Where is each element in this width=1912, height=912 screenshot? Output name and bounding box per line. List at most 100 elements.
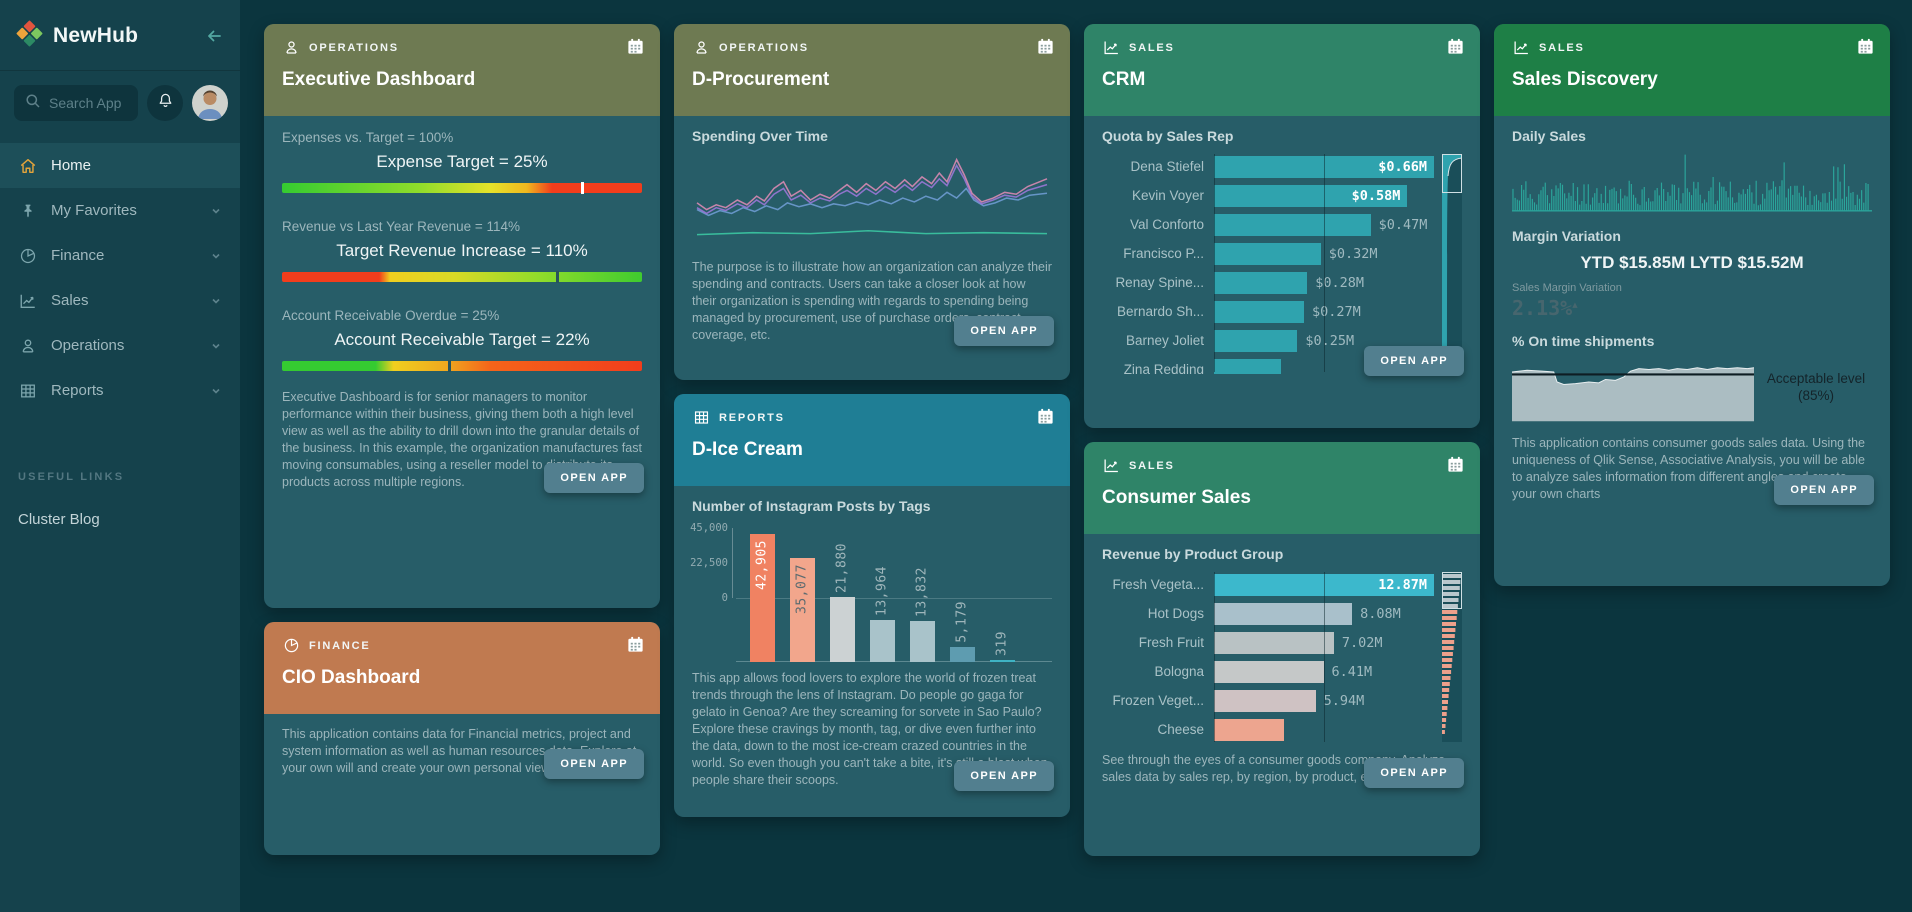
column-2: OPERATIONS D-Procurement Spending Over T… <box>674 24 1070 912</box>
chart-minimap-scrollbar[interactable] <box>1442 572 1462 744</box>
chevron-down-icon[interactable] <box>210 250 222 262</box>
newhub-logo-icon <box>16 20 43 52</box>
person-icon <box>18 337 37 355</box>
card-category: SALES <box>1129 459 1175 472</box>
card-sales-discovery[interactable]: SALES Sales Discovery Daily Sales Margin… <box>1494 24 1890 586</box>
card-title: CRM <box>1102 69 1146 90</box>
pie-chart-icon <box>18 247 37 265</box>
card-category: SALES <box>1129 41 1175 54</box>
shipments-label: % On time shipments <box>1512 333 1655 349</box>
card-body: This application contains data for Finan… <box>264 714 660 793</box>
calendar-icon[interactable] <box>1036 407 1055 431</box>
person-icon <box>692 39 710 56</box>
search-box[interactable] <box>14 85 138 121</box>
card-body: Daily Sales Margin Variation YTD $15.85M… <box>1494 116 1890 519</box>
card-header: REPORTS D-Ice Cream <box>674 394 1070 486</box>
daily-sales-path <box>1512 154 1869 211</box>
card-header: SALES CRM <box>1084 24 1480 116</box>
calendar-icon[interactable] <box>626 37 645 61</box>
open-app-button[interactable]: OPEN APP <box>954 316 1054 346</box>
chevron-down-icon[interactable] <box>210 205 222 217</box>
chart-title: Revenue by Product Group <box>1102 546 1284 562</box>
line-chart-icon <box>1512 39 1530 56</box>
bar-column: 42,905 <box>742 522 782 662</box>
card-title: CIO Dashboard <box>282 667 421 688</box>
shipments-area-chart: Acceptable level (85%) <box>1512 355 1872 429</box>
sidebar-nav: Home My Favorites Finance Sales Operatio… <box>0 143 240 413</box>
card-cio-dashboard[interactable]: FINANCE CIO Dashboard This application c… <box>264 622 660 855</box>
sidebar-item-finance[interactable]: Finance <box>0 233 240 278</box>
open-app-button[interactable]: OPEN APP <box>544 463 644 493</box>
logo-row: NewHub <box>0 0 240 70</box>
calendar-icon[interactable] <box>1446 455 1465 479</box>
shipments-area-svg <box>1512 367 1754 422</box>
open-app-button[interactable]: OPEN APP <box>1774 475 1874 505</box>
sidebar-item-home[interactable]: Home <box>0 143 240 188</box>
gauge-list: Expenses vs. Target = 100% Expense Targe… <box>282 130 642 372</box>
line-chart-icon <box>1102 457 1120 474</box>
bar-column: 35,077 <box>782 522 822 662</box>
bar-row: Francisco P... $0.32M <box>1102 239 1462 268</box>
card-crm[interactable]: SALES CRM Quota by Sales Rep Dena Stiefe… <box>1084 24 1480 428</box>
card-category: OPERATIONS <box>309 41 399 54</box>
column-4: SALES Sales Discovery Daily Sales Margin… <box>1494 24 1890 912</box>
chevron-down-icon[interactable] <box>210 295 222 307</box>
search-row <box>0 70 240 137</box>
daily-sales-sparkline <box>1512 154 1872 212</box>
revenue-bar-chart: Fresh Vegeta... 12.87M Hot Dogs 8.08M Fr… <box>1102 570 1462 744</box>
calendar-icon[interactable] <box>1856 37 1875 61</box>
card-category: OPERATIONS <box>719 41 809 54</box>
spending-line-chart <box>696 157 1048 236</box>
calendar-icon[interactable] <box>1036 37 1055 61</box>
card-description: Executive Dashboard is for senior manage… <box>282 390 642 489</box>
card-d-ice-cream[interactable]: REPORTS D-Ice Cream Number of Instagram … <box>674 394 1070 817</box>
card-executive-dashboard[interactable]: OPERATIONS Executive Dashboard Expenses … <box>264 24 660 608</box>
open-app-button[interactable]: OPEN APP <box>954 761 1054 791</box>
sidebar-item-my-favorites[interactable]: My Favorites <box>0 188 240 233</box>
pie-chart-icon <box>282 637 300 654</box>
sidebar-item-reports[interactable]: Reports <box>0 368 240 413</box>
table-icon <box>18 382 37 400</box>
sidebar-item-operations[interactable]: Operations <box>0 323 240 368</box>
bell-icon <box>157 92 174 114</box>
open-app-button[interactable]: OPEN APP <box>544 749 644 779</box>
daily-sales-label: Daily Sales <box>1512 128 1586 144</box>
bar-row: Kevin Voyer $0.58M <box>1102 181 1462 210</box>
card-description: This application contains consumer goods… <box>1512 436 1865 501</box>
card-title: Sales Discovery <box>1512 69 1658 90</box>
useful-link-cluster-blog[interactable]: Cluster Blog <box>18 511 100 528</box>
y-axis: 45,000 22,500 0 <box>690 522 736 662</box>
pin-icon <box>18 203 37 219</box>
notifications-button[interactable] <box>147 85 183 121</box>
card-body: Spending Over Time The purpose is to ill… <box>674 116 1070 360</box>
bar-column: 5,179 <box>942 522 982 662</box>
bar-column: 13,832 <box>902 522 942 662</box>
open-app-button[interactable]: OPEN APP <box>1364 346 1464 376</box>
table-icon <box>692 409 710 426</box>
card-category: SALES <box>1539 41 1585 54</box>
instagram-posts-bar-chart: 45,000 22,500 0 42,905 35,077 21,880 13,96… <box>690 522 1052 662</box>
home-icon <box>18 157 37 175</box>
card-consumer-sales[interactable]: SALES Consumer Sales Revenue by Product … <box>1084 442 1480 856</box>
calendar-icon[interactable] <box>626 635 645 659</box>
line-chart-icon <box>1102 39 1120 56</box>
bar-row: Val Conforto $0.47M <box>1102 210 1462 239</box>
card-header: SALES Sales Discovery <box>1494 24 1890 116</box>
search-input[interactable] <box>49 95 127 111</box>
chart-minimap-scrollbar[interactable] <box>1442 154 1462 374</box>
chart-title: Spending Over Time <box>692 128 828 144</box>
card-header: FINANCE CIO Dashboard <box>264 622 660 714</box>
card-description: See through the eyes of a consumer goods… <box>1102 753 1446 784</box>
card-d-procurement[interactable]: OPERATIONS D-Procurement Spending Over T… <box>674 24 1070 380</box>
card-body: Expenses vs. Target = 100% Expense Targe… <box>264 116 660 507</box>
chart-title: Quota by Sales Rep <box>1102 128 1234 144</box>
chevron-down-icon[interactable] <box>210 340 222 352</box>
chevron-down-icon[interactable] <box>210 385 222 397</box>
collapse-sidebar-icon[interactable] <box>204 26 224 46</box>
open-app-button[interactable]: OPEN APP <box>1364 758 1464 788</box>
sidebar-item-sales[interactable]: Sales <box>0 278 240 323</box>
card-body: Revenue by Product Group Fresh Vegeta...… <box>1084 534 1480 802</box>
card-title: D-Ice Cream <box>692 439 803 460</box>
calendar-icon[interactable] <box>1446 37 1465 61</box>
avatar[interactable] <box>192 85 228 121</box>
